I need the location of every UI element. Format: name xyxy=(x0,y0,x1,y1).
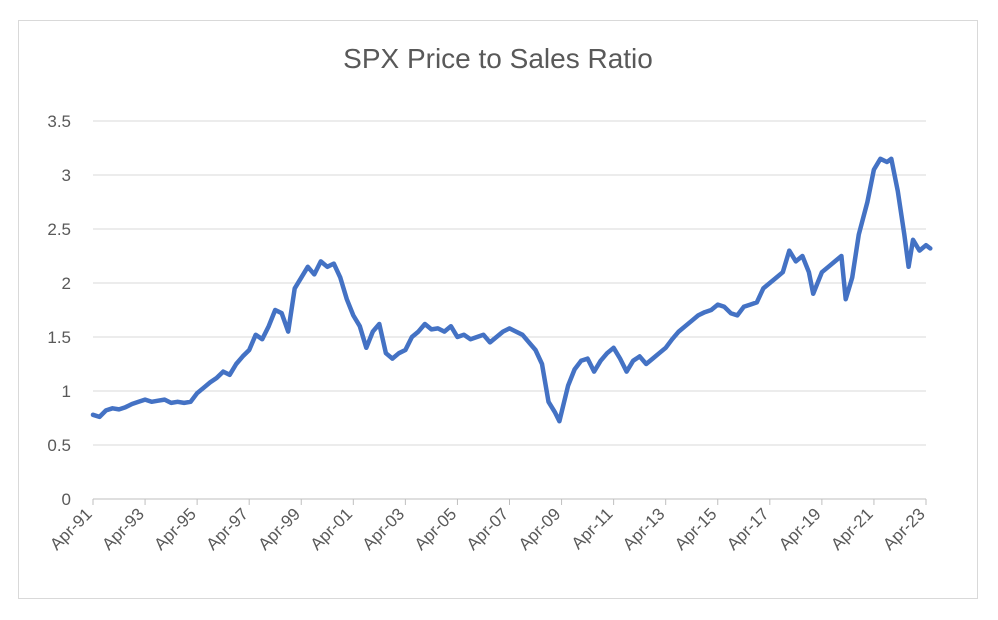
y-tick-label: 0.5 xyxy=(47,436,71,455)
x-tick-label: Apr-11 xyxy=(568,504,617,553)
x-tick-label: Apr-21 xyxy=(827,504,877,554)
y-tick-label: 3.5 xyxy=(47,112,71,131)
x-tick-label: Apr-17 xyxy=(723,504,773,554)
x-tick-label: Apr-23 xyxy=(879,504,929,554)
y-tick-label: 0 xyxy=(62,490,71,509)
x-tick-label: Apr-95 xyxy=(150,504,200,554)
x-tick-label: Apr-15 xyxy=(671,504,721,554)
y-tick-label: 1 xyxy=(62,382,71,401)
x-tick-label: Apr-03 xyxy=(359,504,409,554)
y-tick-label: 2 xyxy=(62,274,71,293)
series-line xyxy=(90,156,933,424)
x-tick-label: Apr-09 xyxy=(515,504,565,554)
series-layer xyxy=(90,156,933,424)
x-tick-label: Apr-99 xyxy=(255,504,305,554)
x-tick-label: Apr-05 xyxy=(411,504,461,554)
line-chart: 00.511.522.533.5 Apr-91 Apr-93 Apr-95 Apr-9… xyxy=(46,112,933,554)
gridlines xyxy=(93,120,926,446)
x-tick-label: Apr-13 xyxy=(619,504,669,554)
chart-title: SPX Price to Sales Ratio xyxy=(343,43,653,74)
y-tick-label: 1.5 xyxy=(47,328,71,347)
x-tick-label: Apr-97 xyxy=(202,504,252,554)
x-tick-label: Apr-91 xyxy=(46,504,96,554)
y-tick-label: 2.5 xyxy=(47,220,71,239)
chart-frame: SPX Price to Sales Ratio 0 0.5 1 1.5 2 2.5 3 3.… xyxy=(18,20,978,599)
y-tick-label: 3 xyxy=(62,166,71,185)
x-tick-label: Apr-93 xyxy=(98,504,148,554)
x-tick-label: Apr-19 xyxy=(775,504,825,554)
x-tick-label: Apr-07 xyxy=(463,504,513,554)
x-tick-label: Apr-01 xyxy=(307,504,357,554)
x-axis-ticks: Apr-91 Apr-93 Apr-95 Apr-97 Apr-99 Apr-01 Apr-… xyxy=(46,499,929,554)
y-axis-ticks: 0 0.5 1 1.5 2 2.5 3 3.5 xyxy=(47,112,71,509)
